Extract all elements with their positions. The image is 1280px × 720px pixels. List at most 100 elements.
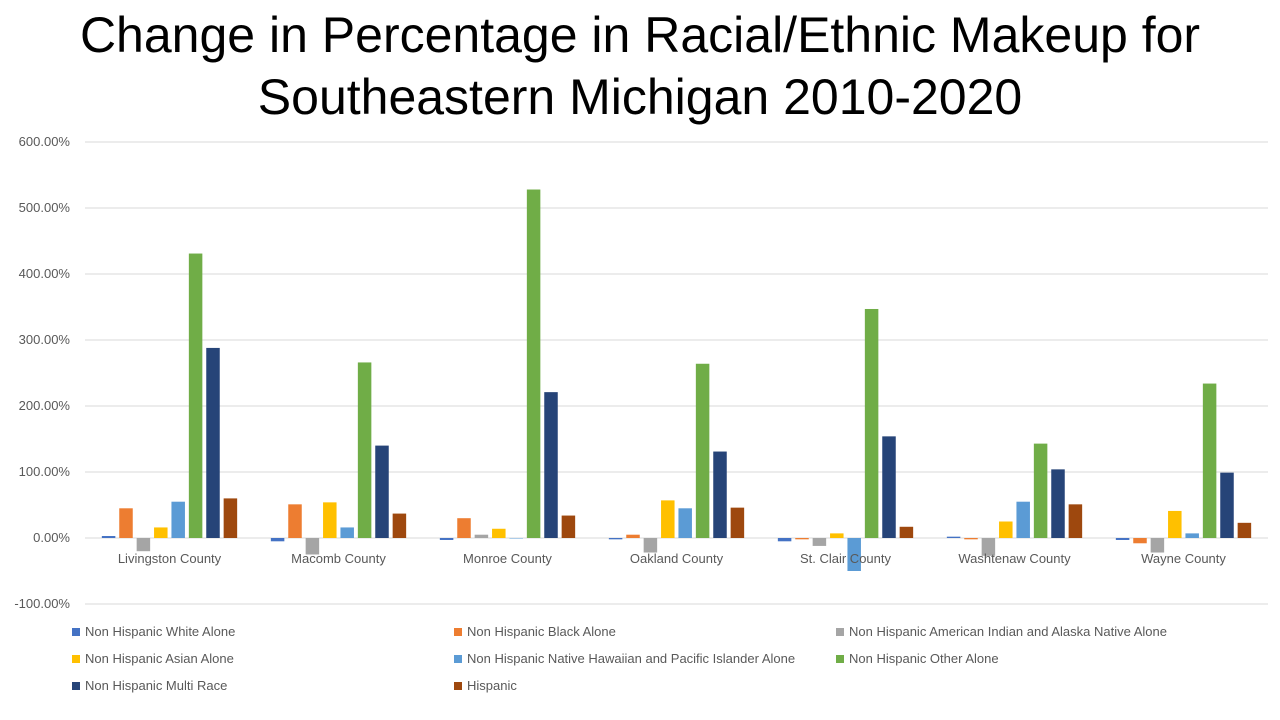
bar (608, 538, 623, 540)
bar (661, 500, 675, 538)
bar (136, 538, 151, 552)
legend-label: Non Hispanic Black Alone (467, 624, 616, 639)
bar (882, 436, 896, 538)
bar (643, 538, 658, 553)
legend-swatch (836, 654, 844, 663)
bar (561, 515, 576, 538)
y-tick-label: 100.00% (19, 464, 71, 479)
bar (1185, 533, 1199, 538)
legend-item: Non Hispanic Asian Alone (72, 651, 234, 666)
bar (847, 538, 861, 571)
bar (626, 534, 640, 538)
bar (1033, 443, 1048, 538)
x-category-label: St. Clair County (800, 551, 892, 566)
legend-label: Non Hispanic American Indian and Alaska … (849, 624, 1167, 639)
x-category-label: Oakland County (630, 551, 724, 566)
bar (946, 536, 961, 538)
legend-swatch (454, 681, 462, 690)
legend-label: Non Hispanic Other Alone (849, 651, 999, 666)
bar (154, 527, 168, 538)
bar (509, 538, 523, 539)
bars (101, 189, 1252, 571)
legend-swatch (836, 627, 844, 636)
bar (830, 533, 844, 538)
legend-label: Non Hispanic Native Hawaiian and Pacific… (467, 651, 796, 666)
bar (171, 501, 185, 538)
bar (223, 498, 238, 538)
bar (713, 451, 727, 538)
legend-swatch (454, 627, 462, 636)
bar (492, 528, 506, 538)
y-axis-ticks: -100.00% 0.00% 100.00% 200.00% 300.00% 400.00… (14, 134, 70, 611)
x-category-label: Washtenaw County (958, 551, 1071, 566)
bar (457, 518, 471, 538)
legend-swatch (72, 681, 80, 690)
x-category-label: Monroe County (463, 551, 552, 566)
bar (777, 538, 792, 542)
bar (812, 538, 827, 546)
bar (340, 527, 354, 538)
bar (695, 363, 710, 538)
y-tick-label: 300.00% (19, 332, 71, 347)
legend-label: Non Hispanic Asian Alone (85, 651, 234, 666)
legend-label: Non Hispanic White Alone (85, 624, 236, 639)
y-tick-label: 500.00% (19, 200, 71, 215)
y-tick-label: 200.00% (19, 398, 71, 413)
bar (544, 392, 558, 538)
legend-item: Hispanic (454, 678, 517, 693)
gridlines (85, 141, 1268, 605)
bar (1115, 538, 1130, 540)
bar (999, 521, 1013, 538)
y-tick-label: 0.00% (33, 530, 70, 545)
legend-item: Non Hispanic Multi Race (72, 678, 227, 693)
bar (474, 534, 489, 538)
legend-swatch (454, 654, 462, 663)
bar (323, 502, 337, 538)
bar (392, 513, 407, 538)
bar (357, 362, 372, 538)
bar (206, 347, 220, 538)
y-tick-label: 400.00% (19, 266, 71, 281)
legend-swatch (72, 627, 80, 636)
chart-title-line-2: Southeastern Michigan 2010-2020 (257, 69, 1023, 125)
chart-title: Change in Percentage in Racial/Ethnic Ma… (0, 4, 1280, 128)
bar (1133, 538, 1147, 544)
bar (1068, 504, 1083, 538)
x-axis-labels: Livingston County Macomb County Monroe Cou… (118, 551, 1227, 566)
bar (1051, 469, 1065, 538)
bar (864, 308, 879, 538)
bar (119, 508, 133, 538)
bar (981, 538, 996, 556)
bar (270, 538, 285, 542)
bar (526, 189, 541, 538)
x-category-label: Livingston County (118, 551, 222, 566)
bar (730, 507, 745, 538)
legend-item: Non Hispanic Native Hawaiian and Pacific… (454, 651, 795, 666)
legend-label: Non Hispanic Multi Race (85, 678, 228, 693)
x-category-label: Wayne County (1141, 551, 1226, 566)
chart-title-line-1: Change in Percentage in Racial/Ethnic Ma… (79, 7, 1201, 63)
bar (964, 538, 978, 540)
bar (188, 253, 203, 539)
bar (1016, 501, 1030, 538)
bar (1202, 383, 1217, 538)
legend-item: Non Hispanic Other Alone (836, 651, 999, 666)
y-tick-label: -100.00% (14, 596, 70, 611)
bar (899, 526, 914, 538)
y-tick-label: 600.00% (19, 134, 71, 149)
bar (375, 445, 389, 538)
bar (439, 538, 454, 540)
bar (1220, 472, 1234, 538)
bar (1150, 538, 1165, 553)
bar (678, 508, 692, 538)
x-category-label: Macomb County (291, 551, 386, 566)
legend-item: Non Hispanic White Alone (72, 624, 235, 639)
bar (101, 536, 116, 538)
legend-swatch (72, 654, 80, 663)
bar (1237, 522, 1252, 538)
bar (288, 504, 302, 538)
bar (305, 538, 320, 555)
legend-label: Hispanic (467, 678, 517, 693)
bar (795, 538, 809, 540)
